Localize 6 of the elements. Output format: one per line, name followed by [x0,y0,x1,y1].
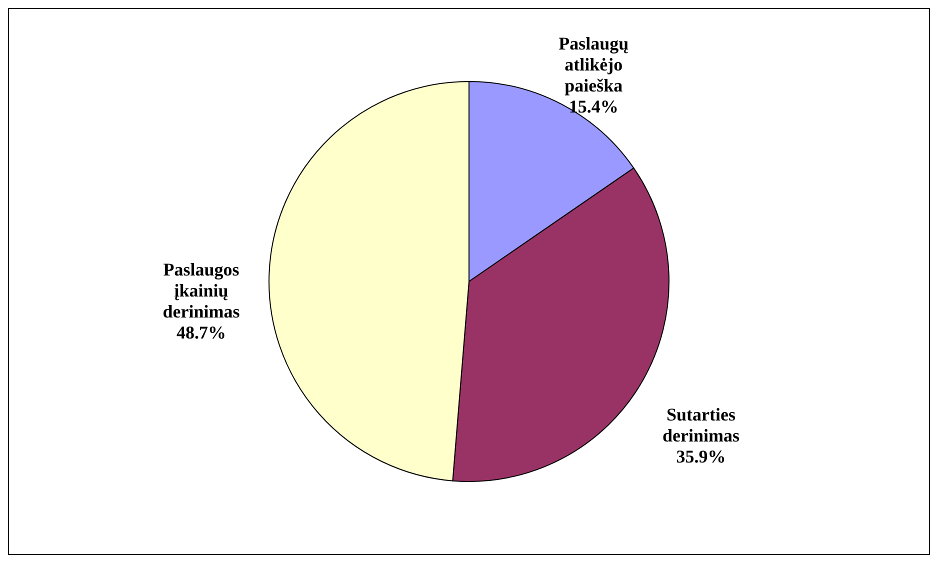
slice-label: Paslaugos įkainių derinimas [162,260,240,322]
slice-label: Paslaugų atlikėjo paieška [558,33,629,96]
data-label: 35.9% [676,446,726,467]
slice-label: Sutarties derinimas [662,404,740,446]
data-label: 48.7% [176,322,226,343]
data-label: 15.4% [568,96,618,116]
